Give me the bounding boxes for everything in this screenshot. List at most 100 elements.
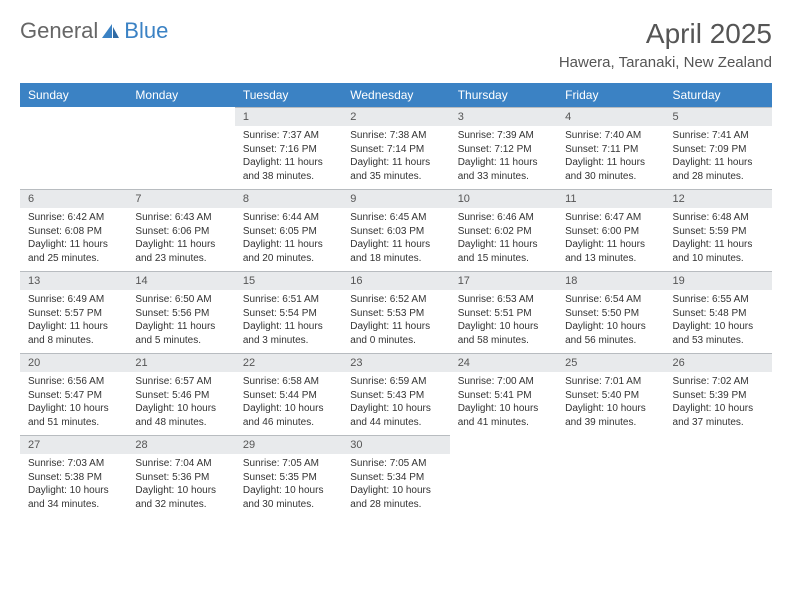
sunrise-line: Sunrise: 7:37 AM: [243, 129, 334, 143]
daylight-line: Daylight: 10 hours and 53 minutes.: [673, 320, 764, 347]
day-number: 21: [127, 353, 234, 372]
calendar-cell: 27Sunrise: 7:03 AMSunset: 5:38 PMDayligh…: [20, 435, 127, 517]
sunset-line: Sunset: 5:46 PM: [135, 389, 226, 403]
calendar-cell: 17Sunrise: 6:53 AMSunset: 5:51 PMDayligh…: [450, 271, 557, 353]
sunset-line: Sunset: 5:34 PM: [350, 471, 441, 485]
daylight-line: Daylight: 11 hours and 33 minutes.: [458, 156, 549, 183]
calendar-cell: 15Sunrise: 6:51 AMSunset: 5:54 PMDayligh…: [235, 271, 342, 353]
calendar-cell: 12Sunrise: 6:48 AMSunset: 5:59 PMDayligh…: [665, 189, 772, 271]
sunset-line: Sunset: 5:43 PM: [350, 389, 441, 403]
daylight-line: Daylight: 11 hours and 18 minutes.: [350, 238, 441, 265]
sunset-line: Sunset: 6:05 PM: [243, 225, 334, 239]
day-details: Sunrise: 7:02 AMSunset: 5:39 PMDaylight:…: [665, 372, 772, 433]
table-row: ..1Sunrise: 7:37 AMSunset: 7:16 PMDaylig…: [20, 107, 772, 189]
sunset-line: Sunset: 6:08 PM: [28, 225, 119, 239]
day-details: Sunrise: 7:05 AMSunset: 5:35 PMDaylight:…: [235, 454, 342, 515]
sunrise-line: Sunrise: 7:39 AM: [458, 129, 549, 143]
day-number: 16: [342, 271, 449, 290]
sunset-line: Sunset: 6:02 PM: [458, 225, 549, 239]
calendar-cell: 2Sunrise: 7:38 AMSunset: 7:14 PMDaylight…: [342, 107, 449, 189]
location-text: Hawera, Taranaki, New Zealand: [559, 54, 772, 71]
sunrise-line: Sunrise: 7:40 AM: [565, 129, 656, 143]
sunrise-line: Sunrise: 6:43 AM: [135, 211, 226, 225]
calendar-cell: 5 Sunrise: 7:41 AMSunset: 7:09 PMDaylight…: [665, 107, 772, 189]
day-number: 30: [342, 435, 449, 454]
calendar-cell: 4Sunrise: 7:40 AMSunset: 7:11 PMDaylight…: [557, 107, 664, 189]
day-details: Sunrise: 6:49 AMSunset: 5:57 PMDaylight:…: [20, 290, 127, 351]
sunset-line: Sunset: 7:09 PM: [673, 143, 764, 157]
brand-part1: General: [20, 18, 98, 44]
daylight-line: Daylight: 10 hours and 51 minutes.: [28, 402, 119, 429]
sunset-line: Sunset: 5:39 PM: [673, 389, 764, 403]
day-number: 20: [20, 353, 127, 372]
daylight-line: Daylight: 11 hours and 23 minutes.: [135, 238, 226, 265]
day-details: Sunrise: 6:54 AMSunset: 5:50 PMDaylight:…: [557, 290, 664, 351]
weekday-header: Thursday: [450, 83, 557, 107]
sunrise-line: Sunrise: 6:57 AM: [135, 375, 226, 389]
day-number: 22: [235, 353, 342, 372]
day-number: 4: [557, 107, 664, 126]
day-number: 6: [20, 189, 127, 208]
day-number: 15: [235, 271, 342, 290]
sunset-line: Sunset: 5:44 PM: [243, 389, 334, 403]
day-details: Sunrise: 6:46 AMSunset: 6:02 PMDaylight:…: [450, 208, 557, 269]
calendar-body: ..1Sunrise: 7:37 AMSunset: 7:16 PMDaylig…: [20, 107, 772, 517]
sunset-line: Sunset: 5:35 PM: [243, 471, 334, 485]
weekday-header: Friday: [557, 83, 664, 107]
day-details: Sunrise: 6:44 AMSunset: 6:05 PMDaylight:…: [235, 208, 342, 269]
sunset-line: Sunset: 7:16 PM: [243, 143, 334, 157]
calendar-table: SundayMondayTuesdayWednesdayThursdayFrid…: [20, 83, 772, 517]
daylight-line: Daylight: 11 hours and 25 minutes.: [28, 238, 119, 265]
daylight-line: Daylight: 11 hours and 8 minutes.: [28, 320, 119, 347]
weekday-header: Saturday: [665, 83, 772, 107]
day-number: 11: [557, 189, 664, 208]
sunrise-line: Sunrise: 6:52 AM: [350, 293, 441, 307]
weekday-header-row: SundayMondayTuesdayWednesdayThursdayFrid…: [20, 83, 772, 107]
sunrise-line: Sunrise: 6:54 AM: [565, 293, 656, 307]
daylight-line: Daylight: 10 hours and 44 minutes.: [350, 402, 441, 429]
day-number: 12: [665, 189, 772, 208]
sunrise-line: Sunrise: 6:49 AM: [28, 293, 119, 307]
daylight-line: Daylight: 10 hours and 46 minutes.: [243, 402, 334, 429]
day-number: 23: [342, 353, 449, 372]
sunrise-line: Sunrise: 6:48 AM: [673, 211, 764, 225]
sunrise-line: Sunrise: 6:59 AM: [350, 375, 441, 389]
day-number: 3: [450, 107, 557, 126]
calendar-cell: .: [450, 435, 557, 517]
sunrise-line: Sunrise: 6:55 AM: [673, 293, 764, 307]
calendar-cell: 26Sunrise: 7:02 AMSunset: 5:39 PMDayligh…: [665, 353, 772, 435]
day-number: 29: [235, 435, 342, 454]
day-details: Sunrise: 7:00 AMSunset: 5:41 PMDaylight:…: [450, 372, 557, 433]
daylight-line: Daylight: 11 hours and 28 minutes.: [673, 156, 764, 183]
day-number: 5: [665, 107, 772, 126]
daylight-line: Daylight: 10 hours and 58 minutes.: [458, 320, 549, 347]
day-details: Sunrise: 6:47 AMSunset: 6:00 PMDaylight:…: [557, 208, 664, 269]
sunset-line: Sunset: 5:40 PM: [565, 389, 656, 403]
sunset-line: Sunset: 5:54 PM: [243, 307, 334, 321]
daylight-line: Daylight: 11 hours and 3 minutes.: [243, 320, 334, 347]
daylight-line: Daylight: 11 hours and 20 minutes.: [243, 238, 334, 265]
sunset-line: Sunset: 5:47 PM: [28, 389, 119, 403]
title-block: April 2025 Hawera, Taranaki, New Zealand: [559, 18, 772, 71]
day-details: Sunrise: 7:37 AMSunset: 7:16 PMDaylight:…: [235, 126, 342, 187]
sunset-line: Sunset: 5:36 PM: [135, 471, 226, 485]
daylight-line: Daylight: 10 hours and 37 minutes.: [673, 402, 764, 429]
day-number: 8: [235, 189, 342, 208]
weekday-header: Sunday: [20, 83, 127, 107]
calendar-cell: 14Sunrise: 6:50 AMSunset: 5:56 PMDayligh…: [127, 271, 234, 353]
sunset-line: Sunset: 7:11 PM: [565, 143, 656, 157]
day-number: 10: [450, 189, 557, 208]
sunset-line: Sunset: 5:38 PM: [28, 471, 119, 485]
sunrise-line: Sunrise: 6:45 AM: [350, 211, 441, 225]
weekday-header: Tuesday: [235, 83, 342, 107]
daylight-line: Daylight: 11 hours and 13 minutes.: [565, 238, 656, 265]
daylight-line: Daylight: 11 hours and 5 minutes.: [135, 320, 226, 347]
sunrise-line: Sunrise: 7:03 AM: [28, 457, 119, 471]
calendar-cell: .: [20, 107, 127, 189]
table-row: 6Sunrise: 6:42 AMSunset: 6:08 PMDaylight…: [20, 189, 772, 271]
sunrise-line: Sunrise: 7:41 AM: [673, 129, 764, 143]
daylight-line: Daylight: 10 hours and 41 minutes.: [458, 402, 549, 429]
day-details: Sunrise: 7:39 AMSunset: 7:12 PMDaylight:…: [450, 126, 557, 187]
day-number: 1: [235, 107, 342, 126]
calendar-cell: 13Sunrise: 6:49 AMSunset: 5:57 PMDayligh…: [20, 271, 127, 353]
